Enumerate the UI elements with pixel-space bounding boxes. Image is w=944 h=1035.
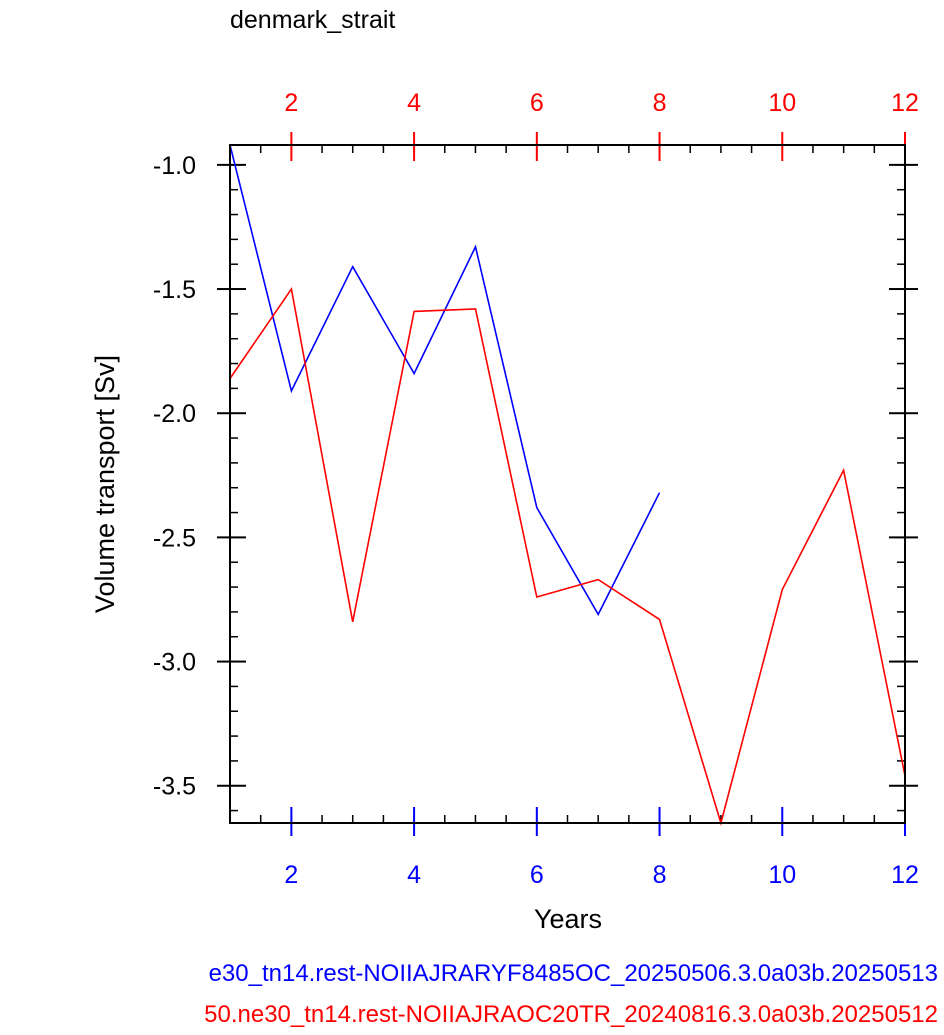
chart-title: denmark_strait: [230, 6, 395, 34]
y-axis-title: Volume transport [Sv]: [90, 355, 120, 613]
x-axis-title: Years: [534, 904, 602, 934]
top-x-tick-label: 8: [653, 89, 667, 117]
y-tick-label: -1.0: [153, 152, 196, 180]
legend-entry-blue: e30_tn14.rest-NOIIAJRARYF8485OC_20250506…: [209, 960, 938, 987]
y-axis-ticks: -1.0 -1.5 -2.0 -2.5 -3.0 -3.5: [153, 152, 918, 812]
series-line-blue: [229, 144, 661, 617]
plot-frame: [229, 144, 906, 824]
top-x-tick-label: 4: [407, 89, 421, 117]
y-tick-label: -2.5: [153, 524, 196, 552]
x-axis-ticks: 2 4 6 8 10 12: [229, 807, 919, 889]
y-tick-label: -3.5: [153, 773, 196, 801]
y-tick-label: -3.0: [153, 649, 196, 677]
x-tick-label: 8: [653, 861, 667, 889]
top-x-tick-label: 6: [530, 89, 544, 117]
x-tick-label: 4: [407, 861, 421, 889]
top-x-axis-ticks: 2 4 6 8 10 12: [229, 89, 919, 161]
y-tick-label: -2.0: [153, 400, 196, 428]
x-tick-label: 2: [284, 861, 298, 889]
y-tick-label: -1.5: [153, 276, 196, 304]
top-x-tick-label: 12: [891, 89, 919, 117]
top-x-tick-label: 2: [284, 89, 298, 117]
top-x-tick-label: 10: [768, 89, 796, 117]
series-line-red: [229, 286, 906, 826]
x-tick-label: 6: [530, 861, 544, 889]
x-tick-label: 12: [891, 861, 919, 889]
legend-entry-red: 50.ne30_tn14.rest-NOIIAJRAOC20TR_2024081…: [204, 1001, 938, 1028]
series-layer: [229, 144, 906, 826]
x-tick-label: 10: [768, 861, 796, 889]
